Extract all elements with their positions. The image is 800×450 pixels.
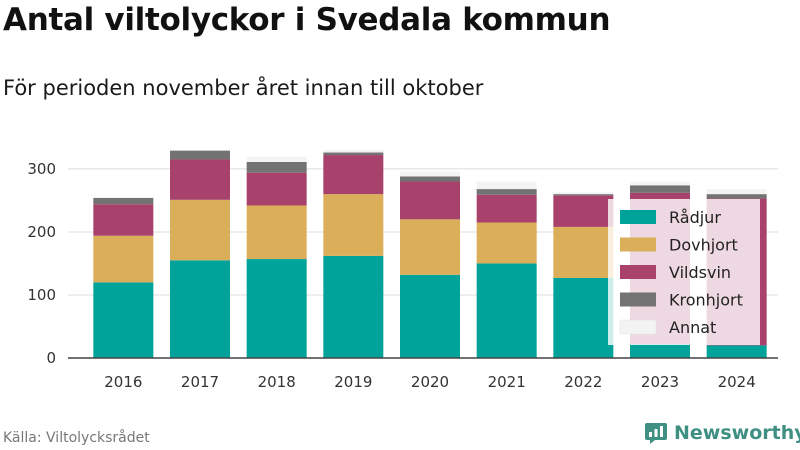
chart-title: Antal viltolyckor i Svedala kommun [3,2,611,38]
bar-segment [93,204,154,236]
legend: Rådjur Dovhjort Vildsvin Kronhjort Annat [608,199,760,345]
bar-segment [553,277,614,358]
bar-segment [323,194,384,256]
x-tick-label: 2022 [564,373,602,391]
bar-segment [400,181,460,220]
y-tick-label: 100 [27,286,56,304]
bar-segment [323,155,384,195]
bar-segment [323,255,384,358]
bar-segment [246,172,307,206]
brand-name: Newsworthy [674,422,800,444]
bar-segment [706,189,767,195]
axes: 0 100 200 300 2016 2017 2018 2019 2020 2021 2022 20… [27,160,778,391]
bar-segment [246,161,307,173]
bar-segment [476,181,537,190]
bar-segment [170,150,230,160]
legend-label: Rådjur [669,208,721,227]
x-tick-label: 2019 [334,373,372,391]
bar-segment [553,192,614,195]
bar-segment [706,345,767,358]
legend-swatch [620,292,656,307]
y-tick-label: 0 [46,349,56,367]
bar-segment [553,226,614,278]
bar-segment [706,194,767,199]
bar-segment [400,219,460,275]
bar-segment [630,344,690,358]
newsworthy-logo: Newsworthy [644,420,800,446]
x-tick-label: 2020 [411,373,449,391]
bar-segment [400,274,460,358]
y-tick-label: 300 [27,160,56,178]
x-tick-label: 2023 [641,373,679,391]
bar-segment [323,152,384,156]
bar-segment [93,197,154,205]
bar-segment [476,194,537,223]
x-tick-label: 2018 [258,373,296,391]
bar-segment [170,159,230,200]
legend-swatch [619,319,657,335]
bar-segment [93,235,154,283]
bar-segment [170,260,230,358]
x-tick-label: 2021 [488,373,526,391]
legend-swatch [620,210,656,224]
bar-segment [400,176,460,182]
bar-segment [246,156,307,162]
bar-segment [476,189,537,195]
bar-segment [323,150,384,153]
bar-segment [93,282,154,358]
chart-subtitle: För perioden november året innan till ok… [3,76,484,100]
legend-swatch [620,265,656,279]
legend-label: Kronhjort [669,291,743,310]
bar-segment [630,181,690,186]
x-tick-label: 2017 [181,373,219,391]
bar-segment [476,263,537,358]
legend-swatch [620,237,656,252]
bar-chart-speech-bubble-icon [645,423,667,444]
legend-label: Annat [669,318,716,337]
y-tick-label: 200 [27,223,56,241]
bar-segment [630,185,690,193]
bar-segment [553,195,614,227]
bar-segment [246,259,307,358]
bar-segment [246,205,307,260]
bar-segment [553,194,614,196]
source-note: Källa: Viltolycksrådet [3,430,150,446]
legend-label: Vildsvin [669,263,731,282]
x-tick-label: 2016 [104,373,142,391]
bar-segment [170,199,230,261]
x-tick-label: 2024 [718,373,756,391]
legend-label: Dovhjort [669,236,738,255]
bar-segment [476,222,537,264]
bar-segment [400,171,460,177]
